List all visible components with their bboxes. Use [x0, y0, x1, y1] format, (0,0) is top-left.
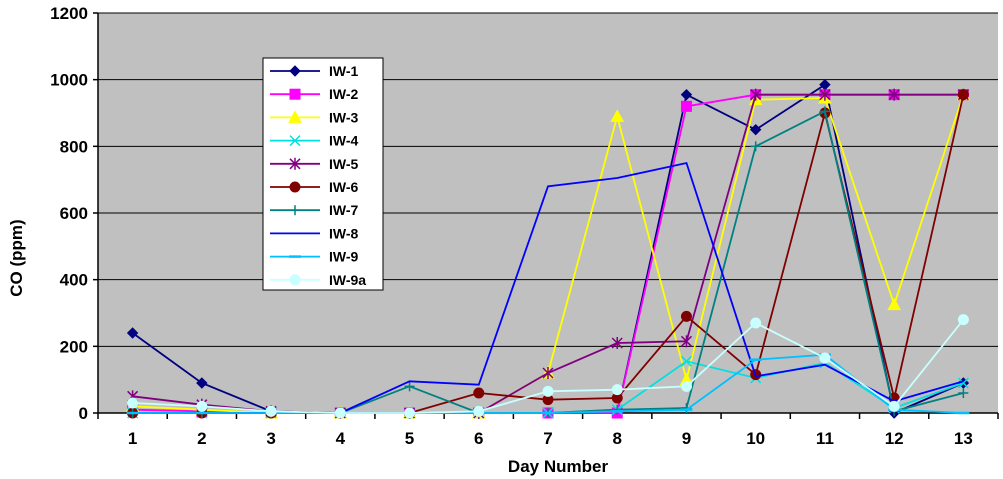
legend-label: IW-2	[329, 86, 358, 102]
data-point	[542, 385, 554, 397]
y-tick-label: 200	[60, 337, 88, 356]
legend: IW-1 IW-2 IW-3 IW-4 IW-5 IW-6 IW-7 IW-8 IW-9 IW-9…	[262, 57, 384, 291]
legend-item-iw-6: IW-6	[270, 179, 358, 195]
legend-marker	[290, 205, 300, 216]
legend-item-iw-7: IW-7	[270, 202, 358, 218]
legend-label: IW-8	[329, 225, 358, 241]
x-tick-label: 2	[197, 429, 206, 448]
data-point	[749, 123, 762, 136]
x-tick-label: 1	[128, 429, 137, 448]
x-tick-label: 8	[612, 429, 621, 448]
legend-label: IW-9a	[329, 272, 366, 288]
data-point	[404, 381, 415, 392]
data-point	[126, 327, 139, 339]
x-tick-label: 10	[746, 429, 765, 448]
data-point	[750, 317, 762, 329]
data-point	[819, 88, 831, 101]
legend-label: IW-1	[329, 63, 358, 79]
data-point	[196, 400, 208, 412]
series-iw-9a	[127, 314, 969, 419]
data-point	[611, 337, 623, 349]
y-axis-title: CO (ppm)	[7, 219, 26, 296]
legend-item-iw-8: IW-8	[270, 225, 358, 241]
x-tick-label: 4	[336, 429, 346, 448]
data-point	[473, 405, 485, 417]
x-tick-label: 12	[885, 429, 904, 448]
x-tick-label: 3	[266, 429, 275, 448]
gridlines	[98, 12, 998, 347]
x-tick-label: 7	[543, 429, 552, 448]
legend-marker	[289, 157, 301, 170]
legend-label: IW-5	[329, 156, 358, 172]
data-point	[819, 106, 830, 117]
x-tick-label: 13	[954, 429, 973, 448]
data-point	[610, 109, 625, 122]
legend-item-iw-9a: IW-9a	[270, 272, 366, 288]
legend-label: IW-4	[329, 133, 358, 149]
x-axis-title: Day Number	[508, 457, 609, 476]
legend-label: IW-7	[329, 202, 358, 218]
data-point	[750, 141, 761, 152]
legend-marker	[289, 88, 301, 100]
data-point	[750, 88, 762, 101]
x-tick-label: 11	[816, 429, 834, 448]
data-point	[611, 384, 623, 396]
legend-marker	[289, 181, 301, 193]
data-point	[265, 405, 277, 417]
data-point	[958, 388, 969, 398]
y-tick-label: 1000	[50, 71, 88, 90]
legend-marker	[289, 65, 301, 77]
legend-item-iw-3: IW-3	[270, 109, 358, 125]
legend-item-iw-9: IW-9	[270, 249, 358, 265]
y-tick-label: 600	[60, 204, 88, 223]
legend-item-iw-4: IW-4	[270, 133, 358, 149]
data-point	[680, 380, 692, 392]
data-point	[404, 407, 416, 419]
legend-label: IW-9	[329, 249, 358, 265]
legend-item-iw-1: IW-1	[270, 63, 358, 79]
data-point	[680, 335, 692, 348]
series-group	[125, 78, 971, 419]
x-tick-label: 5	[405, 429, 414, 448]
data-point	[680, 100, 692, 112]
legend-item-iw-5: IW-5	[270, 156, 358, 172]
legend-label: IW-3	[329, 109, 358, 125]
legend-marker	[289, 135, 301, 147]
data-point	[957, 89, 969, 101]
legend-box	[262, 57, 384, 291]
legend-marker	[288, 110, 302, 123]
legend-item-iw-2: IW-2	[270, 86, 358, 102]
data-point	[888, 400, 900, 412]
data-point	[680, 355, 692, 367]
y-tick-label: 0	[79, 404, 88, 423]
y-tick-label: 1200	[50, 4, 88, 23]
y-tick-label: 800	[60, 137, 88, 156]
data-point	[680, 88, 693, 101]
data-point	[957, 314, 969, 326]
data-point	[542, 367, 554, 379]
data-point	[819, 352, 831, 364]
data-point	[612, 404, 623, 415]
data-point	[334, 407, 346, 419]
data-point	[473, 387, 485, 399]
data-point	[127, 397, 139, 409]
data-point	[680, 310, 692, 322]
data-point	[957, 377, 969, 389]
data-point	[888, 88, 900, 101]
y-tick-label: 400	[60, 271, 88, 290]
x-tick-label: 6	[474, 429, 483, 448]
data-point	[196, 377, 208, 389]
legend-label: IW-6	[329, 179, 358, 195]
x-tick-label: 9	[682, 429, 691, 448]
data-point	[887, 297, 901, 311]
legend-marker	[289, 274, 301, 286]
